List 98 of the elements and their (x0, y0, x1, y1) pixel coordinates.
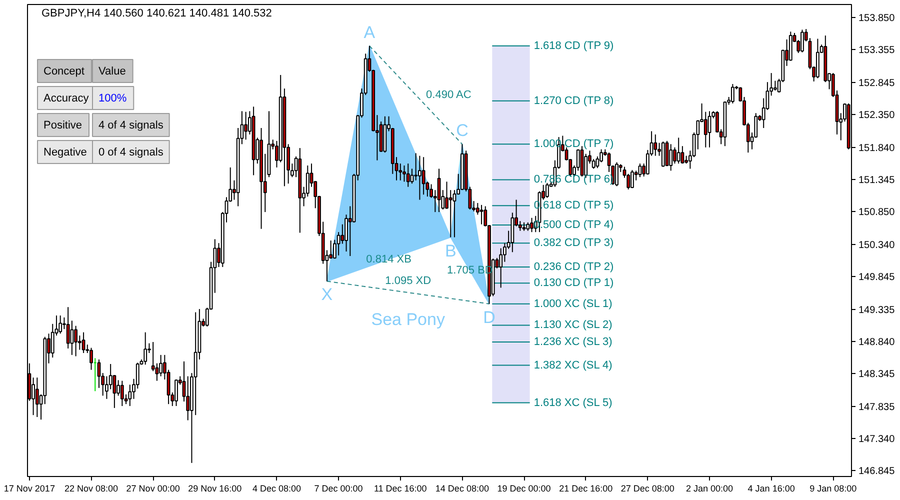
y-tick-label: 152.845 (858, 78, 896, 89)
y-tick-label: 149.845 (858, 272, 896, 283)
candlestick (680, 146, 684, 164)
candlestick (530, 217, 534, 233)
candlestick (120, 380, 124, 407)
candlestick (410, 168, 414, 184)
data-label: C (456, 121, 468, 140)
candlestick (638, 163, 642, 178)
series-label: 0.814 XB (366, 253, 412, 266)
x-tick-label: 22 Nov 08:00 (64, 484, 118, 494)
candlestick (800, 29, 804, 53)
y-tick-label: 147.340 (858, 434, 896, 445)
x-tick-label: 29 Nov 16:00 (188, 484, 242, 494)
candlestick (244, 111, 248, 140)
x-tick-label: 27 Nov 00:00 (126, 484, 180, 494)
annotation: Positive (44, 120, 82, 132)
annotation: Sea Pony (371, 310, 446, 329)
annotation: 4 of 4 signals (98, 120, 164, 132)
x-tick-label: 4 Jan 16:00 (748, 484, 795, 494)
y-tick-label: 146.845 (858, 466, 896, 477)
candlestick (32, 377, 35, 416)
candlestick (630, 170, 634, 189)
ref-line-label: 1.236 XC (SL 3) (534, 336, 612, 348)
ref-line-label: 1.382 XC (SL 4) (534, 359, 612, 372)
candlestick (773, 80, 777, 91)
chart-title: GBPJPY,H4 140.560 140.621 140.481 140.532 (42, 8, 272, 20)
candlestick (596, 156, 600, 169)
candlestick (437, 168, 441, 213)
candlestick (452, 190, 456, 238)
candlestick (128, 384, 132, 407)
candlestick (546, 182, 549, 198)
x-tick-label: 2 Jan 00:00 (686, 484, 734, 494)
y-tick-label: 148.345 (858, 368, 896, 380)
candlestick (58, 315, 62, 334)
candlestick (654, 134, 658, 156)
y-tick-label: 150.340 (858, 240, 896, 251)
series-label: 0.490 AC (426, 89, 472, 102)
candlestick (592, 158, 596, 170)
ref-line-label: 1.000 XC (SL 1) (534, 298, 612, 310)
x-tick-label: 7 Dec 00:00 (314, 484, 363, 494)
candlestick (414, 152, 418, 181)
candlestick (90, 347, 93, 370)
y-tick-label: 148.840 (858, 336, 896, 348)
x-tick-label: 14 Dec 08:00 (435, 484, 489, 494)
ref-line-label: 1.130 XC (SL 2) (534, 319, 612, 332)
candlestick (676, 137, 680, 164)
annotation: Value (98, 66, 126, 78)
candlestick (144, 332, 148, 366)
candlestick (422, 156, 426, 196)
candlestick (108, 363, 112, 390)
candlestick (730, 84, 734, 104)
annotation: Accuracy (44, 92, 90, 104)
y-tick-label: 150.850 (858, 206, 896, 218)
data-label: D (483, 308, 496, 327)
x-tick-label: 17 Nov 2017 (4, 484, 55, 494)
candlestick (406, 163, 410, 188)
ref-line-label: 0.382 CD (TP 3) (534, 237, 614, 250)
y-tick-label: 149.335 (858, 304, 896, 316)
x-tick-label: 11 Dec 16:00 (374, 484, 427, 494)
data-label: B (444, 241, 456, 260)
x-tick-label: 9 Jan 08:00 (810, 484, 857, 494)
annotation: 0 of 4 signals (98, 146, 164, 158)
x-tick-label: 27 Dec 08:00 (620, 484, 674, 494)
candlestick (82, 332, 86, 354)
y-tick-label: 147.835 (858, 402, 896, 413)
candlestick (70, 320, 74, 356)
y-tick-label: 151.345 (858, 174, 896, 186)
ref-line-label: 1.618 CD (TP 9) (534, 40, 614, 52)
candlestick (704, 111, 708, 148)
x-tick-label: 4 Dec 08:00 (252, 484, 302, 494)
annotation: Concept (44, 66, 84, 78)
candlestick (480, 204, 484, 225)
data-label: X (321, 285, 333, 304)
annotation: Negative (44, 146, 87, 158)
candlestick (448, 190, 452, 238)
candlestick (615, 162, 618, 187)
x-tick-label: 19 Dec 00:00 (497, 484, 551, 494)
candlestick (35, 377, 39, 418)
candlestick (97, 358, 101, 388)
candlestick (74, 325, 78, 357)
series-label: 1.095 XD (385, 274, 432, 287)
candlestick (661, 141, 665, 168)
ref-line-label: 1.618 XC (SL 5) (534, 396, 612, 409)
annotation: 100% (98, 92, 127, 104)
candlestick (669, 144, 673, 172)
y-tick-label: 152.350 (858, 110, 896, 121)
candlestick (159, 354, 163, 377)
y-tick-label: 151.840 (858, 142, 896, 154)
data-label: A (364, 22, 376, 42)
series-label: 1.705 BD (446, 264, 493, 277)
candlestick (174, 379, 178, 407)
x-tick-label: 21 Dec 16:00 (559, 484, 613, 494)
y-tick-label: 153.850 (858, 12, 896, 24)
y-tick-label: 153.355 (858, 44, 896, 56)
ref-line-label: 0.130 CD (TP 1) (534, 277, 614, 290)
candlestick (418, 155, 422, 200)
ref-line-label: 1.270 CD (TP 8) (534, 94, 614, 107)
ref-line-label: 0.236 CD (TP 2) (534, 261, 614, 274)
